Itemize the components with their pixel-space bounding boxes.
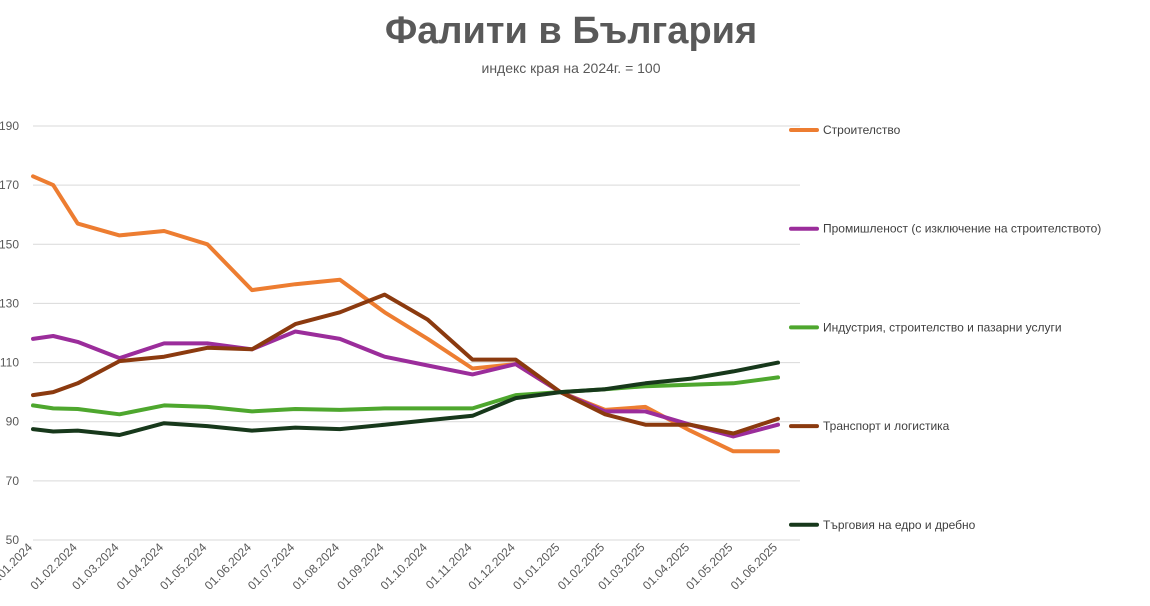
chart-title: Фалити в България <box>384 10 758 52</box>
legend-label-3: Индустрия, строителство и пазарни услуги <box>823 320 1062 334</box>
legend-label-5: Търговия на едро и дребно <box>823 518 976 532</box>
y-tick-label: 150 <box>0 237 19 251</box>
series-line-2 <box>31 329 780 439</box>
legend-label-4: Транспорт и логистика <box>823 419 950 433</box>
x-tick-label: 01.05.2025 <box>683 540 736 593</box>
x-axis-ticks: 01.01.202401.02.202401.03.202401.04.2024… <box>0 540 780 593</box>
y-tick-label: 50 <box>6 533 20 547</box>
series-line-5 <box>31 360 780 437</box>
legend-label-1: Строителство <box>823 123 901 137</box>
x-tick-label: 01.12.2024 <box>465 540 518 593</box>
series-line-1 <box>31 174 780 454</box>
x-tick-label: 01.05.2024 <box>157 540 210 593</box>
y-tick-label: 90 <box>6 415 20 429</box>
y-tick-label: 170 <box>0 178 19 192</box>
y-tick-label: 130 <box>0 296 19 310</box>
series-lines <box>31 174 780 454</box>
y-axis-ticks: 50 70 90 110 130 150 170 190 <box>0 119 19 547</box>
x-tick-label: 01.01.2025 <box>510 540 563 593</box>
chart-subtitle: индекс края на 2024г. = 100 <box>481 60 661 76</box>
series-line-4 <box>31 292 780 436</box>
x-tick-label: 01.08.2024 <box>290 540 343 593</box>
legend: Строителство Промишленост (с изключение н… <box>789 123 1101 532</box>
y-tick-label: 110 <box>0 356 19 370</box>
legend-label-2: Промишленост (с изключение на строителст… <box>823 222 1101 236</box>
x-tick-label: 01.10.2024 <box>378 540 431 593</box>
gridlines <box>33 125 800 541</box>
x-tick-label: 01.06.2025 <box>728 540 781 593</box>
y-tick-label: 190 <box>0 119 19 133</box>
series-line-3 <box>31 375 780 417</box>
x-tick-label: 01.07.2024 <box>245 540 298 593</box>
y-tick-label: 70 <box>6 474 20 488</box>
